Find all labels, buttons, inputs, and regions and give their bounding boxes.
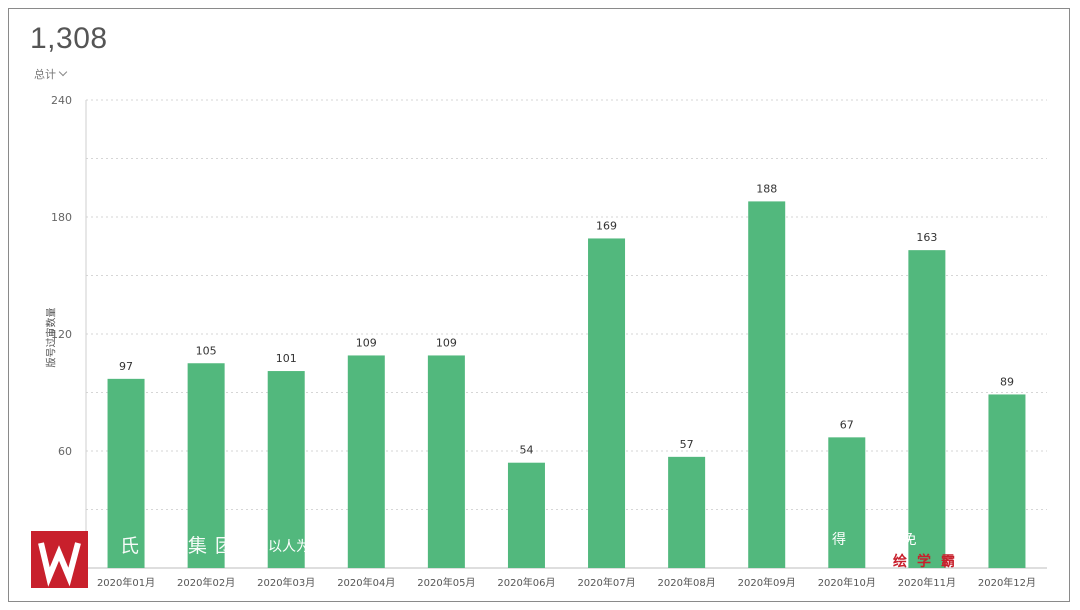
bar[interactable] xyxy=(347,355,385,568)
x-tick-label: 2020年01月 xyxy=(97,576,155,589)
watermark-right: 得 免 品 教 xyxy=(832,532,1080,548)
x-tick-label: 2020年09月 xyxy=(738,576,796,589)
bar-value-label: 188 xyxy=(756,182,777,195)
bar[interactable] xyxy=(668,456,706,568)
bar-value-label: 169 xyxy=(596,219,617,232)
bar[interactable] xyxy=(107,378,145,568)
bar[interactable] xyxy=(988,394,1026,568)
x-tick-label: 2020年05月 xyxy=(417,576,475,589)
bar-value-label: 89 xyxy=(1000,375,1014,388)
total-value: 1,308 xyxy=(30,22,108,55)
bar-value-label: 57 xyxy=(680,438,694,451)
x-tick-label: 2020年04月 xyxy=(337,576,395,589)
bar-value-labels: 97 105 101 109 109 54 169 57 188 67 163 89 xyxy=(119,182,1014,456)
bar-value-label: 109 xyxy=(436,336,457,349)
watermark-left: 氏教 集团 xyxy=(120,535,243,557)
x-tick-label: 2020年03月 xyxy=(257,576,315,589)
x-tick-label: 2020年11月 xyxy=(898,576,956,589)
bar[interactable] xyxy=(828,437,866,568)
bar-value-label: 101 xyxy=(276,352,297,365)
x-tick-label: 2020年07月 xyxy=(577,576,635,589)
bar[interactable] xyxy=(588,238,626,568)
watermark-left-small: 以人为 xyxy=(268,539,310,555)
x-tick-label: 2020年02月 xyxy=(177,576,235,589)
bar[interactable] xyxy=(427,355,465,568)
y-tick-label: 180 xyxy=(51,211,72,224)
y-tick-label: 240 xyxy=(51,94,72,107)
x-tick-label: 2020年08月 xyxy=(658,576,716,589)
bar-value-label: 54 xyxy=(519,444,533,457)
y-axis-ticks: 60 120 180 240 xyxy=(51,94,72,458)
bar-value-label: 109 xyxy=(356,336,377,349)
watermark-red: 绘学霸 xyxy=(893,554,965,570)
brand-logo xyxy=(31,531,88,588)
bar-value-label: 97 xyxy=(119,360,133,373)
bar[interactable] xyxy=(187,363,225,568)
bars xyxy=(107,201,1026,568)
bar-value-label: 67 xyxy=(840,418,854,431)
x-tick-label: 2020年06月 xyxy=(497,576,555,589)
total-label-text: 总计 xyxy=(34,68,56,81)
gridlines xyxy=(85,99,1047,569)
bar[interactable] xyxy=(267,371,305,568)
bar[interactable] xyxy=(908,250,946,568)
y-tick-label: 120 xyxy=(51,328,72,341)
y-tick-label: 60 xyxy=(58,445,72,458)
x-axis-ticks: 2020年01月 2020年02月 2020年03月 2020年04月 2020年05月… xyxy=(97,576,1036,589)
y-axis-label: 版号过审数量 xyxy=(46,307,58,368)
bar[interactable] xyxy=(748,201,786,568)
bar[interactable] xyxy=(507,462,545,568)
total-dropdown[interactable]: 总计 xyxy=(34,66,68,82)
x-tick-label: 2020年12月 xyxy=(978,576,1036,589)
bar-value-label: 163 xyxy=(916,231,937,244)
x-tick-label: 2020年10月 xyxy=(818,576,876,589)
bar-value-label: 105 xyxy=(196,344,217,357)
